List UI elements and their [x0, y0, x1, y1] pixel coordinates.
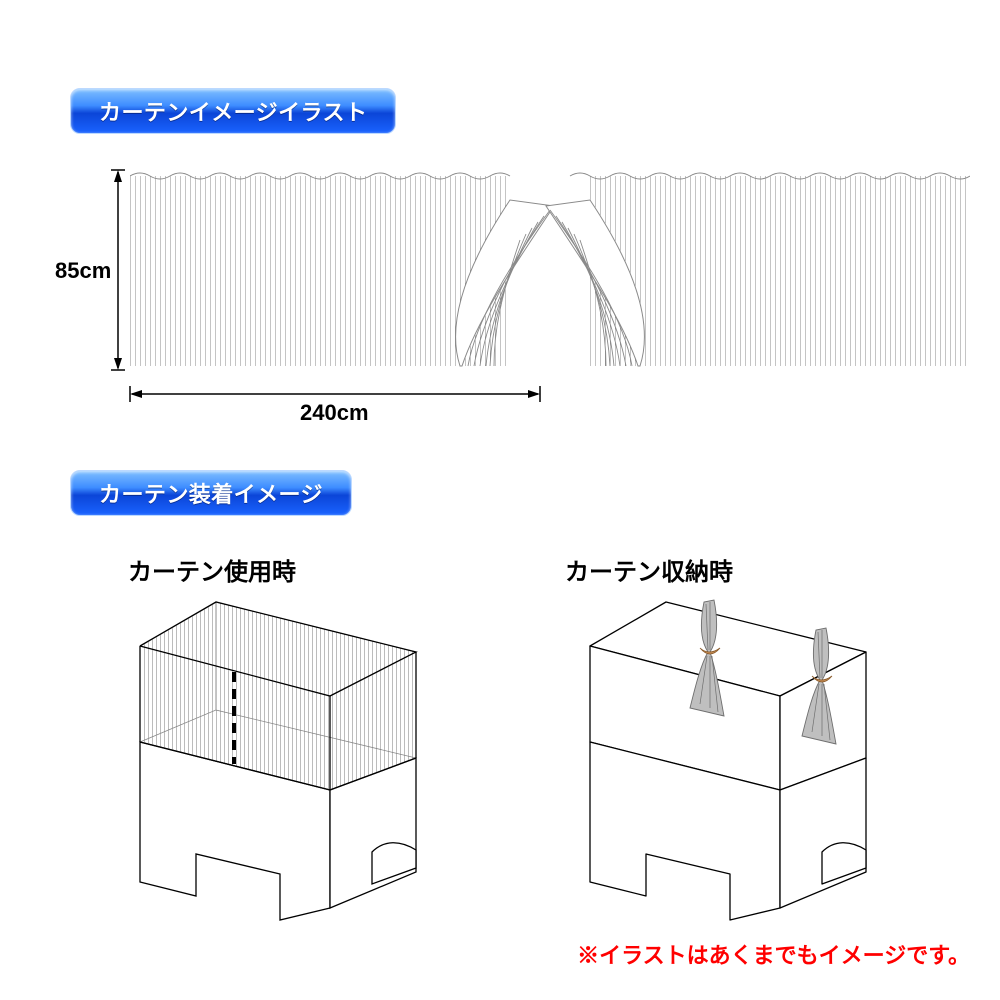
cab-illustration-curtain-in-use [100, 590, 470, 930]
heading-pill-1: カーテンイメージイラスト [70, 88, 396, 134]
cab-illustration-curtain-stored [550, 590, 920, 930]
disclaimer-text: ※イラストはあくまでもイメージです。 [577, 938, 970, 970]
heading-pill-2: カーテン装着イメージ [70, 470, 352, 516]
subheading-stored: カーテン収納時 [565, 552, 733, 587]
curtain-left-half [130, 176, 554, 366]
page-root: カーテンイメージイラスト [0, 0, 1000, 1000]
subheading-usage: カーテン使用時 [128, 552, 296, 587]
dimension-width-label: 240cm [300, 400, 369, 426]
curtain-right-half [546, 176, 970, 366]
dimension-height-label: 85cm [55, 258, 111, 284]
